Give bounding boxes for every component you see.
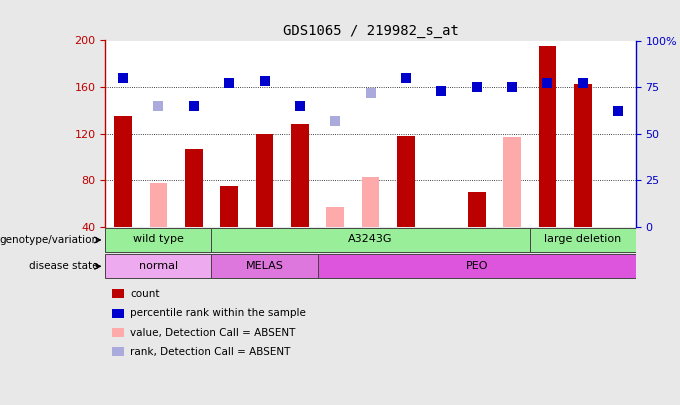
Bar bbox=[574, 83, 592, 227]
Bar bbox=[539, 46, 556, 227]
Point bbox=[294, 102, 305, 109]
Text: rank, Detection Call = ABSENT: rank, Detection Call = ABSENT bbox=[130, 347, 290, 357]
Bar bbox=[468, 192, 486, 227]
Text: disease state: disease state bbox=[29, 261, 99, 271]
Bar bbox=[503, 137, 521, 227]
Bar bbox=[114, 116, 132, 227]
Text: genotype/variation: genotype/variation bbox=[0, 235, 99, 245]
Point bbox=[118, 75, 129, 81]
Point bbox=[188, 102, 199, 109]
Point bbox=[365, 90, 376, 96]
Point bbox=[330, 117, 341, 124]
Bar bbox=[291, 124, 309, 227]
Point bbox=[259, 78, 270, 85]
Text: percentile rank within the sample: percentile rank within the sample bbox=[130, 308, 306, 318]
Point bbox=[577, 80, 588, 87]
Text: count: count bbox=[130, 289, 159, 298]
Point bbox=[542, 80, 553, 87]
Bar bbox=[150, 183, 167, 227]
Bar bbox=[211, 254, 318, 278]
Bar bbox=[185, 149, 203, 227]
Bar bbox=[105, 254, 211, 278]
Point bbox=[436, 87, 447, 94]
Point bbox=[153, 102, 164, 109]
Point bbox=[224, 80, 235, 87]
Bar bbox=[530, 228, 636, 252]
Text: wild type: wild type bbox=[133, 234, 184, 245]
Text: PEO: PEO bbox=[465, 261, 488, 271]
Point bbox=[471, 84, 482, 90]
Bar bbox=[256, 134, 273, 227]
Bar bbox=[220, 186, 238, 227]
Point bbox=[613, 108, 624, 115]
Text: large deletion: large deletion bbox=[544, 234, 622, 245]
Title: GDS1065 / 219982_s_at: GDS1065 / 219982_s_at bbox=[283, 24, 458, 38]
Point bbox=[507, 84, 517, 90]
Bar bbox=[362, 177, 379, 227]
Bar bbox=[397, 136, 415, 227]
Text: value, Detection Call = ABSENT: value, Detection Call = ABSENT bbox=[130, 328, 295, 337]
Text: normal: normal bbox=[139, 261, 178, 271]
Text: MELAS: MELAS bbox=[245, 261, 284, 271]
Point bbox=[401, 75, 411, 81]
Bar bbox=[326, 207, 344, 227]
Text: A3243G: A3243G bbox=[348, 234, 393, 245]
Bar bbox=[211, 228, 530, 252]
Bar bbox=[105, 228, 211, 252]
Bar bbox=[318, 254, 636, 278]
